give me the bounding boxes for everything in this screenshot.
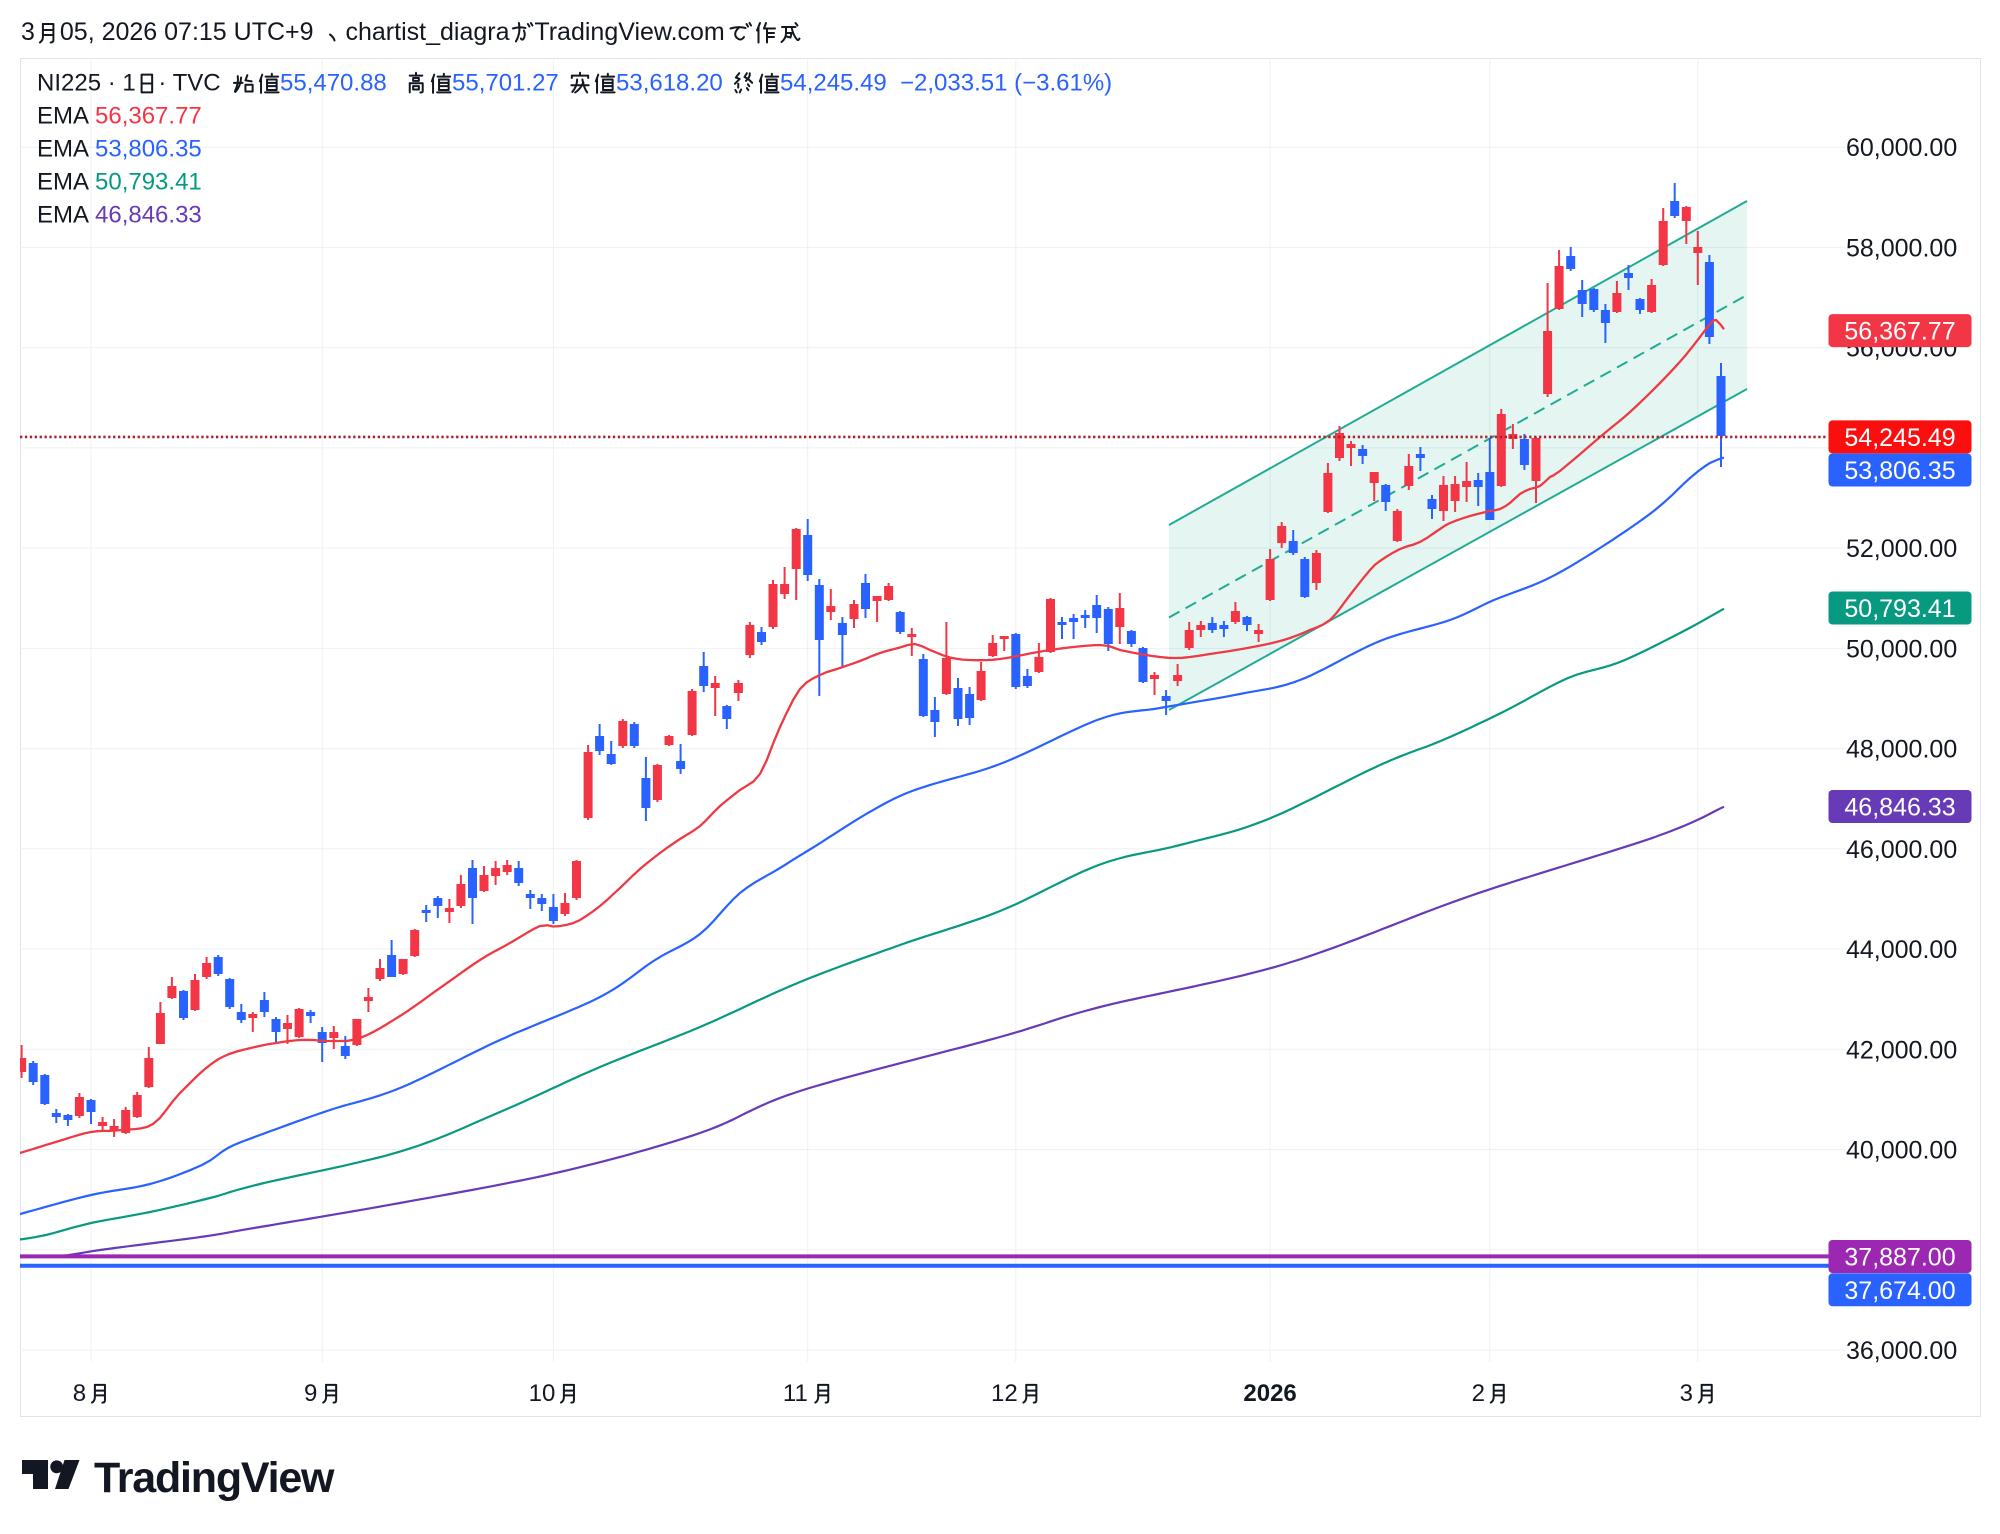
svg-text:2: 2 (1472, 1380, 1485, 1407)
svg-text:2026: 2026 (1243, 1380, 1296, 1407)
svg-text:11: 11 (783, 1380, 808, 1407)
svg-text:37,887.00: 37,887.00 (1844, 1244, 1955, 1272)
svg-text:56,367.77: 56,367.77 (1844, 318, 1955, 346)
svg-text:TradingView: TradingView (94, 1454, 335, 1502)
svg-text:8: 8 (73, 1380, 86, 1407)
svg-text:54,245.49: 54,245.49 (780, 70, 887, 97)
svg-text:52,000.00: 52,000.00 (1846, 535, 1957, 563)
svg-text:53,806.35: 53,806.35 (95, 136, 202, 163)
svg-text:46,846.33: 46,846.33 (95, 202, 202, 229)
svg-text:05, 2026 07:15 UTC+9: 05, 2026 07:15 UTC+9 (60, 18, 314, 46)
svg-text:53,618.20: 53,618.20 (616, 70, 723, 97)
svg-text:chartist_diagra: chartist_diagra (346, 18, 510, 46)
svg-text:50,793.41: 50,793.41 (1844, 595, 1955, 623)
svg-text:NI225 · 1: NI225 · 1 (37, 70, 136, 97)
svg-text:44,000.00: 44,000.00 (1846, 936, 1957, 964)
svg-text:56,367.77: 56,367.77 (95, 103, 202, 130)
svg-text:37,674.00: 37,674.00 (1844, 1277, 1955, 1305)
svg-text:55,701.27: 55,701.27 (452, 70, 559, 97)
svg-text:36,000.00: 36,000.00 (1846, 1337, 1957, 1365)
svg-text:3: 3 (21, 18, 35, 46)
svg-text:12: 12 (991, 1380, 1018, 1407)
svg-text:46,846.33: 46,846.33 (1844, 794, 1955, 822)
svg-text:50,793.41: 50,793.41 (95, 169, 202, 196)
svg-text:−2,033.51 (−3.61%): −2,033.51 (−3.61%) (900, 70, 1112, 97)
svg-text:53,806.35: 53,806.35 (1844, 457, 1955, 485)
svg-text:50,000.00: 50,000.00 (1846, 635, 1957, 663)
svg-text:TradingView.com: TradingView.com (534, 18, 724, 46)
svg-text:58,000.00: 58,000.00 (1846, 234, 1957, 262)
svg-text:48,000.00: 48,000.00 (1846, 736, 1957, 764)
svg-text:10: 10 (529, 1380, 556, 1407)
svg-text:9: 9 (304, 1380, 317, 1407)
svg-text:3: 3 (1680, 1380, 1693, 1407)
svg-text:40,000.00: 40,000.00 (1846, 1137, 1957, 1165)
svg-text:EMA: EMA (37, 136, 89, 163)
svg-text:60,000.00: 60,000.00 (1846, 134, 1957, 162)
svg-text:EMA: EMA (37, 103, 89, 130)
svg-text:55,470.88: 55,470.88 (280, 70, 387, 97)
svg-text:EMA: EMA (37, 169, 89, 196)
svg-text:54,245.49: 54,245.49 (1844, 424, 1955, 452)
svg-text:42,000.00: 42,000.00 (1846, 1036, 1957, 1064)
svg-text:EMA: EMA (37, 202, 89, 229)
svg-text:· TVC: · TVC (158, 70, 220, 97)
svg-text:46,000.00: 46,000.00 (1846, 836, 1957, 864)
